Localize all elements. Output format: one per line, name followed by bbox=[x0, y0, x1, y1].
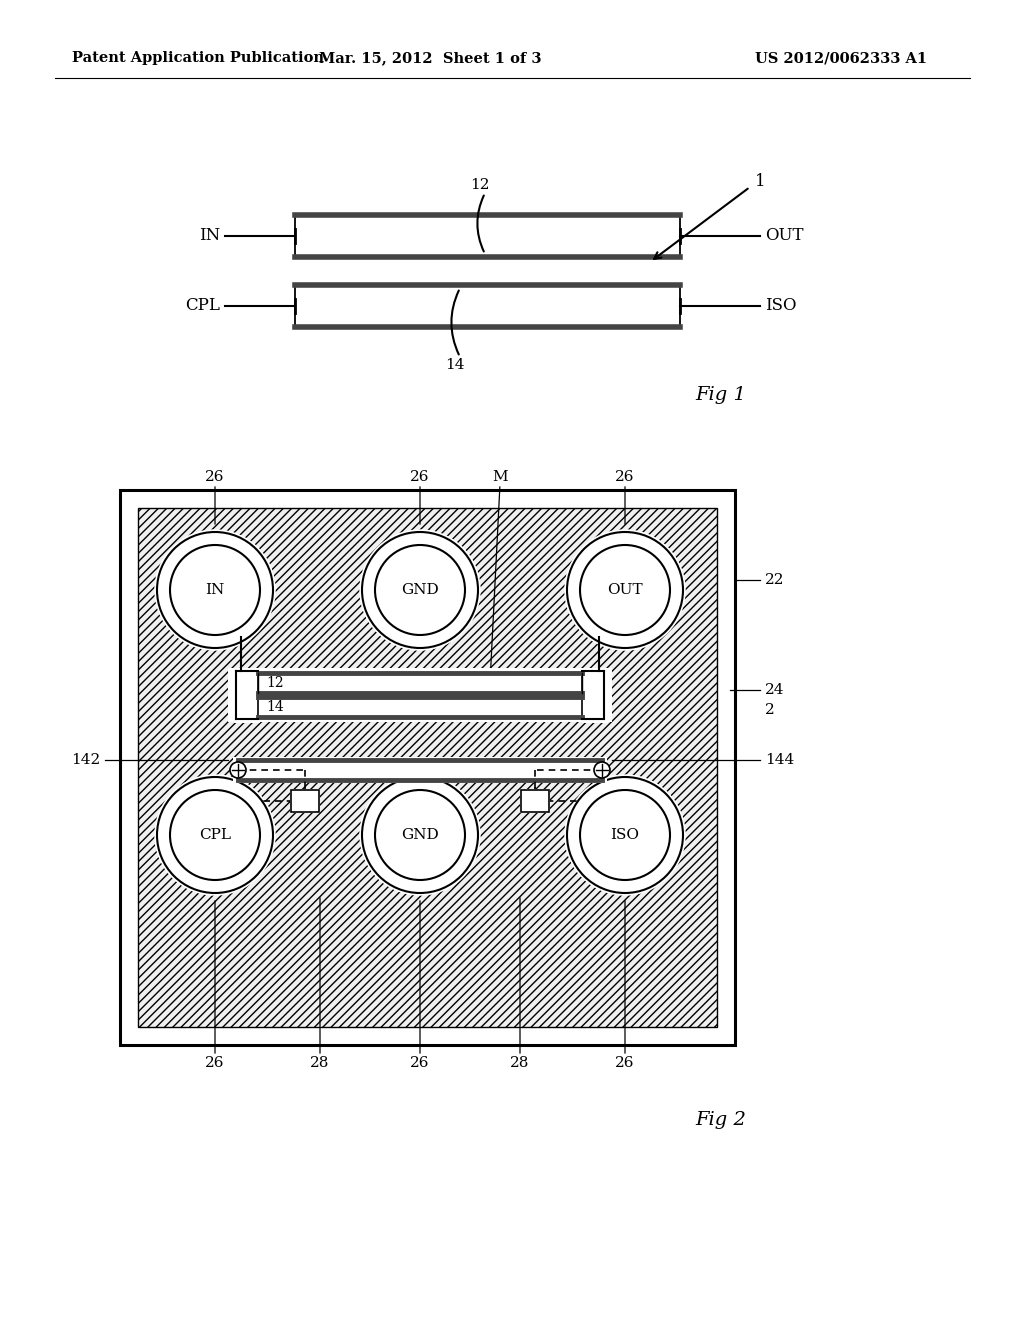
Circle shape bbox=[580, 545, 670, 635]
Circle shape bbox=[565, 775, 685, 895]
Text: OUT: OUT bbox=[607, 583, 643, 597]
Text: 26: 26 bbox=[205, 470, 224, 484]
Text: 26: 26 bbox=[615, 1056, 635, 1071]
Text: 26: 26 bbox=[615, 470, 635, 484]
Bar bbox=[138, 508, 717, 1027]
Circle shape bbox=[170, 789, 260, 880]
Text: Fig 2: Fig 2 bbox=[695, 1111, 745, 1129]
Bar bbox=[258, 673, 582, 693]
Text: 144: 144 bbox=[765, 752, 795, 767]
Text: CPL: CPL bbox=[185, 297, 220, 314]
Text: US 2012/0062333 A1: US 2012/0062333 A1 bbox=[755, 51, 927, 65]
Text: 142: 142 bbox=[71, 752, 100, 767]
Bar bbox=[520, 789, 550, 813]
Bar bbox=[120, 490, 735, 1045]
Text: 14: 14 bbox=[445, 358, 465, 372]
Text: 22: 22 bbox=[765, 573, 784, 587]
Text: 24: 24 bbox=[765, 682, 784, 697]
Circle shape bbox=[375, 789, 465, 880]
Bar bbox=[234, 669, 260, 723]
Text: GND: GND bbox=[401, 828, 439, 842]
Text: GND: GND bbox=[401, 583, 439, 597]
Circle shape bbox=[360, 531, 480, 649]
Bar bbox=[258, 673, 582, 693]
Text: Mar. 15, 2012  Sheet 1 of 3: Mar. 15, 2012 Sheet 1 of 3 bbox=[318, 51, 542, 65]
Bar bbox=[233, 756, 607, 783]
Text: 1: 1 bbox=[755, 173, 766, 190]
Circle shape bbox=[155, 775, 275, 895]
Text: 26: 26 bbox=[411, 1056, 430, 1071]
Text: ISO: ISO bbox=[765, 297, 797, 314]
Text: 12: 12 bbox=[266, 676, 284, 690]
Text: 28: 28 bbox=[510, 1056, 529, 1071]
Text: 12: 12 bbox=[470, 178, 489, 191]
Text: 26: 26 bbox=[205, 1056, 224, 1071]
Bar bbox=[582, 669, 608, 723]
Text: 14: 14 bbox=[266, 700, 284, 714]
Text: Patent Application Publication: Patent Application Publication bbox=[72, 51, 324, 65]
Text: IN: IN bbox=[206, 583, 224, 597]
Text: 28: 28 bbox=[310, 1056, 330, 1071]
Bar bbox=[290, 789, 319, 813]
Bar bbox=[238, 760, 602, 780]
Circle shape bbox=[375, 545, 465, 635]
Text: 2: 2 bbox=[765, 704, 775, 717]
Circle shape bbox=[170, 545, 260, 635]
Bar bbox=[295, 215, 680, 257]
Circle shape bbox=[580, 789, 670, 880]
Text: ISO: ISO bbox=[610, 828, 640, 842]
Text: IN: IN bbox=[199, 227, 220, 244]
Bar bbox=[228, 668, 612, 722]
Bar bbox=[521, 789, 549, 812]
Text: 26: 26 bbox=[411, 470, 430, 484]
Circle shape bbox=[230, 762, 246, 777]
Circle shape bbox=[594, 762, 610, 777]
Bar bbox=[258, 697, 582, 717]
Text: Fig 1: Fig 1 bbox=[695, 385, 745, 404]
Bar bbox=[295, 285, 680, 327]
Circle shape bbox=[155, 531, 275, 649]
Bar bbox=[258, 697, 582, 717]
Bar bbox=[291, 789, 319, 812]
Text: M: M bbox=[493, 470, 508, 484]
Text: CPL: CPL bbox=[199, 828, 231, 842]
Circle shape bbox=[565, 531, 685, 649]
Text: OUT: OUT bbox=[765, 227, 804, 244]
Circle shape bbox=[360, 775, 480, 895]
